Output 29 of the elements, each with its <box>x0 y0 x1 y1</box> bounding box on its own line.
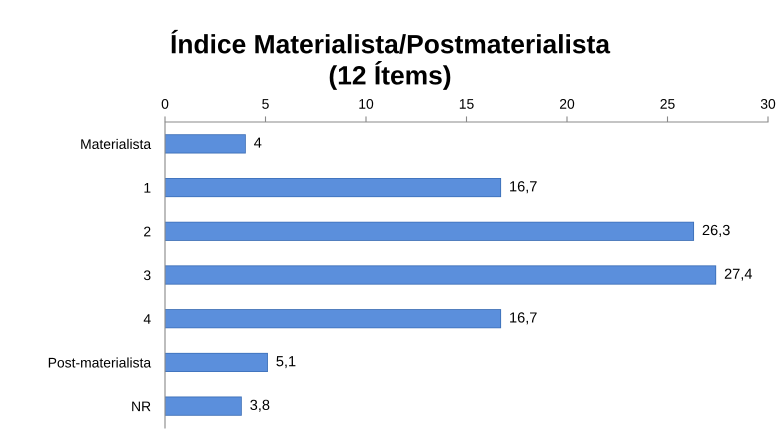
data-label: 16,7 <box>510 312 537 324</box>
data-label: 5,1 <box>276 356 296 368</box>
y-tick-label: 4 <box>144 314 151 324</box>
x-tick-label: 10 <box>359 99 374 109</box>
x-tick-label: 25 <box>660 99 675 109</box>
bar <box>165 309 502 328</box>
bar <box>165 178 502 198</box>
x-tick-label: 5 <box>262 99 269 109</box>
bar <box>165 396 242 416</box>
bar <box>165 265 716 285</box>
data-label: 27,4 <box>724 268 752 281</box>
y-tick-label: 1 <box>144 183 150 193</box>
y-tick-label: Post-materialista <box>48 357 152 368</box>
data-label: 4 <box>254 138 262 148</box>
data-label: 16,7 <box>510 181 537 194</box>
y-tick-label: 2 <box>144 226 150 236</box>
data-label: 26,3 <box>702 224 730 237</box>
y-tick-label: 3 <box>144 270 150 280</box>
y-tick-label: NR <box>132 402 150 412</box>
x-tick-label: 0 <box>162 99 168 109</box>
y-tick-label: Materialista <box>81 138 152 150</box>
x-tick-label: 30 <box>760 99 776 109</box>
bar <box>165 352 268 372</box>
bar <box>165 222 694 241</box>
chart-title: Índice Materialista/Postmaterialista (12 Ítems) <box>171 30 610 90</box>
x-tick-label: 20 <box>560 99 574 109</box>
x-tick-label: 15 <box>460 99 474 109</box>
bar <box>165 134 246 154</box>
data-label: 3,8 <box>250 400 270 412</box>
